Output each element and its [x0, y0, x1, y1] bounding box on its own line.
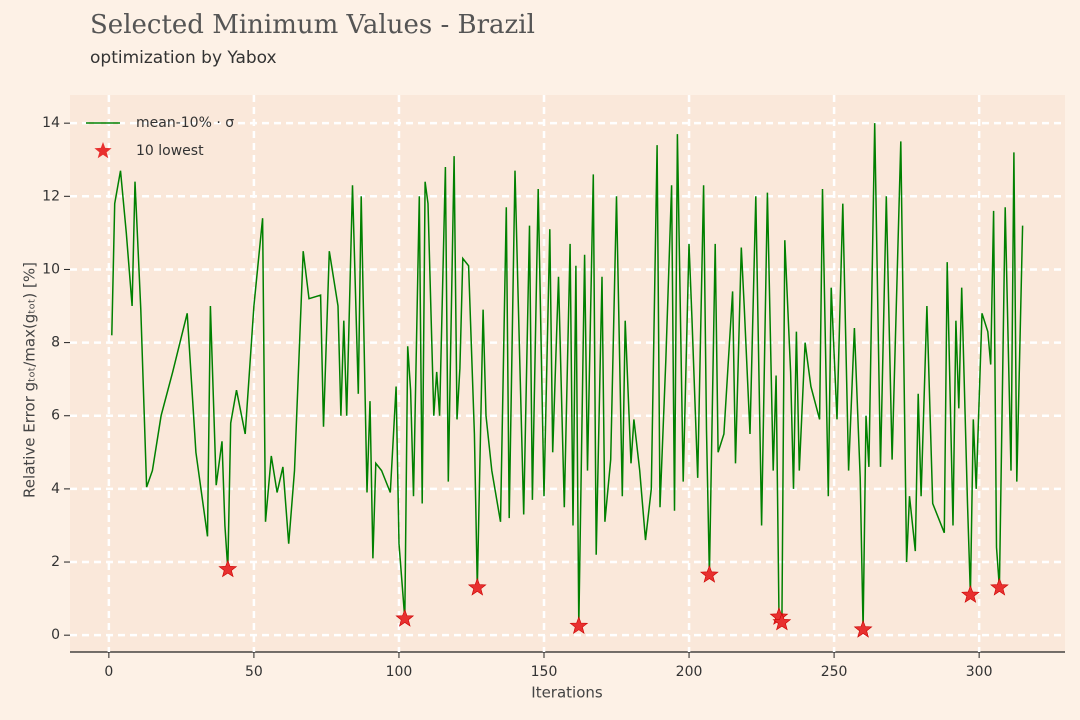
- y-axis-label: Relative Error gₜₒₜ/max(gₜₒₜ) [%]: [21, 262, 39, 498]
- star-marker: [772, 612, 792, 631]
- y-tick-label: 0: [51, 627, 60, 643]
- x-tick-label: 50: [245, 664, 263, 680]
- legend-label: mean-10% · σ: [136, 115, 234, 131]
- star-marker: [961, 585, 980, 603]
- star-marker: [853, 619, 873, 638]
- star-marker: [569, 616, 589, 634]
- legend-entry: 10 lowest: [94, 142, 204, 159]
- chart-subtitle: optimization by Yabox: [90, 48, 277, 68]
- x-tick-label: 300: [966, 664, 993, 680]
- x-axis-label: Iterations: [531, 684, 603, 702]
- star-marker: [467, 577, 487, 596]
- x-tick-label: 100: [386, 664, 413, 680]
- y-tick-label: 8: [51, 335, 60, 351]
- y-tick-label: 4: [51, 481, 60, 497]
- x-tick-label: 250: [821, 664, 848, 680]
- x-tick-label: 0: [104, 664, 113, 680]
- legend-label: 10 lowest: [136, 143, 204, 159]
- y-tick-label: 12: [42, 188, 60, 204]
- star-marker: [990, 577, 1009, 596]
- y-tick-label: 14: [42, 115, 60, 131]
- chart-title: Selected Minimum Values - Brazil: [90, 10, 535, 40]
- star-marker: [395, 608, 415, 627]
- star-marker: [218, 559, 238, 578]
- y-tick-label: 6: [51, 408, 60, 424]
- x-tick-label: 200: [676, 664, 703, 680]
- star-marker: [699, 564, 719, 583]
- x-tick-label: 150: [531, 664, 558, 680]
- legend-entry: mean-10% · σ: [86, 115, 234, 131]
- legend-star: [94, 142, 112, 159]
- data-line: [111, 123, 1024, 630]
- y-tick-label: 10: [42, 261, 60, 277]
- y-tick-label: 2: [51, 554, 60, 570]
